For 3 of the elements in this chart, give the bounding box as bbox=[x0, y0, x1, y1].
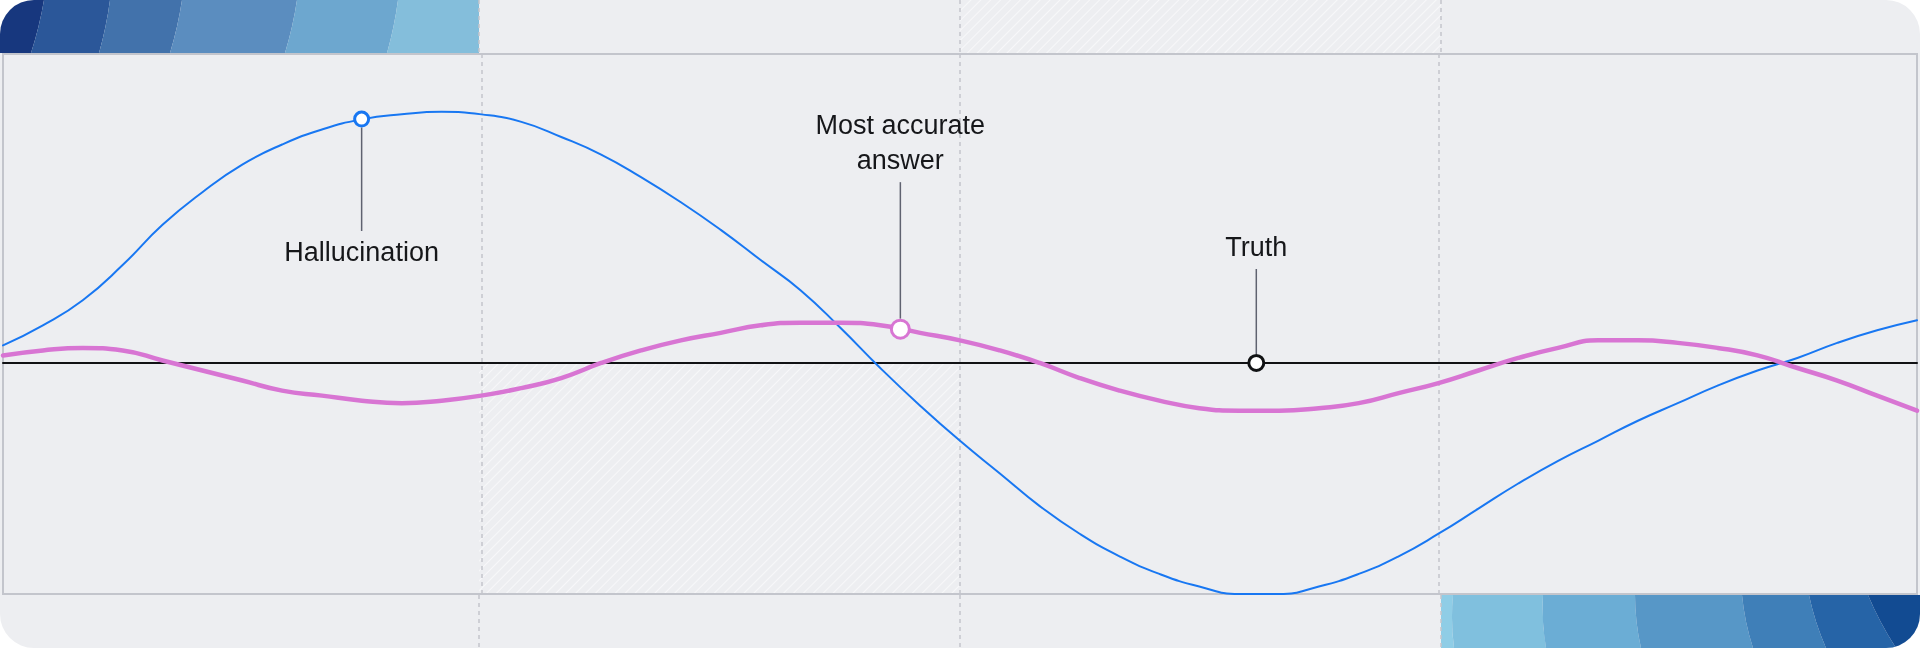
annotation: Truth bbox=[1224, 231, 1289, 264]
annotation: Most accurate answer bbox=[814, 109, 987, 178]
annotation: Hallucination bbox=[283, 236, 440, 269]
